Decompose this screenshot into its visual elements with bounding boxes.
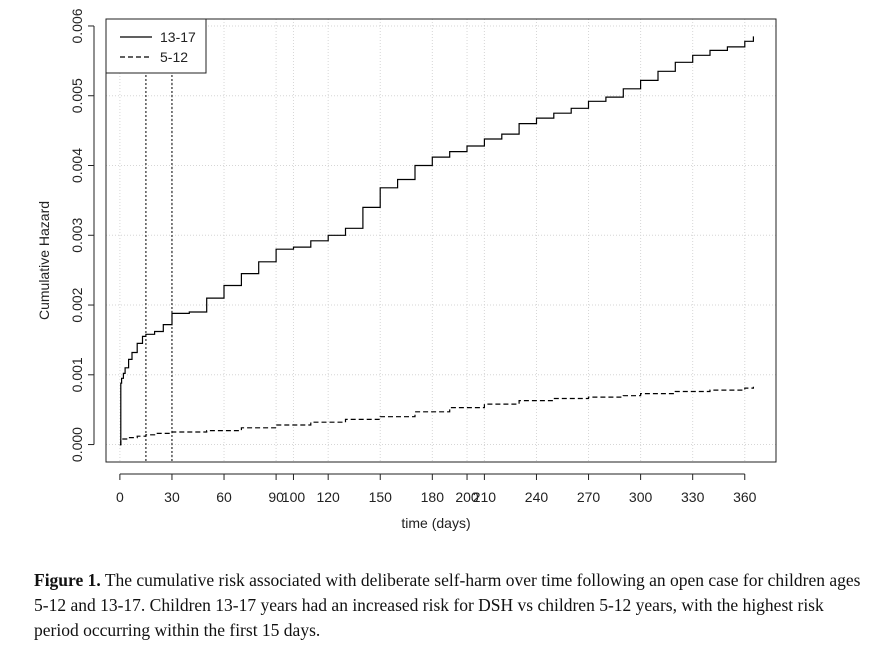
x-tick-label: 330 <box>681 489 705 505</box>
x-tick-label: 270 <box>577 489 601 505</box>
plot-frame <box>105 18 777 463</box>
x-tick-label: 240 <box>525 489 549 505</box>
x-tick-label: 30 <box>164 489 180 505</box>
grid <box>106 19 776 462</box>
y-tick-label: 0.000 <box>69 427 85 462</box>
x-tick-label: 300 <box>629 489 653 505</box>
y-tick-label: 0.005 <box>69 78 85 113</box>
series-line-13-17 <box>119 36 754 446</box>
figure-caption: Figure 1. The cumulative risk associated… <box>34 568 864 643</box>
x-tick-label: 60 <box>216 489 232 505</box>
x-tick-label: 180 <box>421 489 445 505</box>
y-tick-label: 0.003 <box>69 218 85 253</box>
x-tick-label: 90 <box>268 489 284 505</box>
legend-label: 13-17 <box>160 29 196 45</box>
x-tick-label: 0 <box>116 489 124 505</box>
x-tick-label: 100 <box>282 489 306 505</box>
y-tick-label: 0.002 <box>69 287 85 322</box>
y-tick-label: 0.001 <box>69 357 85 392</box>
figure-caption-text: The cumulative risk associated with deli… <box>34 570 861 640</box>
y-axis-title: Cumulative Hazard <box>36 201 52 320</box>
legend-box <box>105 18 207 74</box>
figure-caption-label: Figure 1. <box>34 570 101 590</box>
legend-label: 5-12 <box>160 49 188 65</box>
legend: 13-17 5-12 <box>105 18 207 74</box>
reference-lines <box>145 19 173 462</box>
x-axis-title: time (days) <box>401 515 470 531</box>
series-lines <box>119 36 754 446</box>
series-line-5-12 <box>119 386 754 446</box>
x-tick-label: 120 <box>316 489 340 505</box>
y-tick-label: 0.006 <box>69 8 85 43</box>
x-tick-label: 150 <box>369 489 393 505</box>
x-tick-label: 360 <box>733 489 757 505</box>
x-tick-label: 210 <box>473 489 497 505</box>
x-tick-label: 200 <box>455 489 479 505</box>
y-axis: 0.000 0.001 0.002 0.003 0.004 0.005 0.006 <box>69 8 95 462</box>
y-tick-label: 0.004 <box>69 148 85 183</box>
